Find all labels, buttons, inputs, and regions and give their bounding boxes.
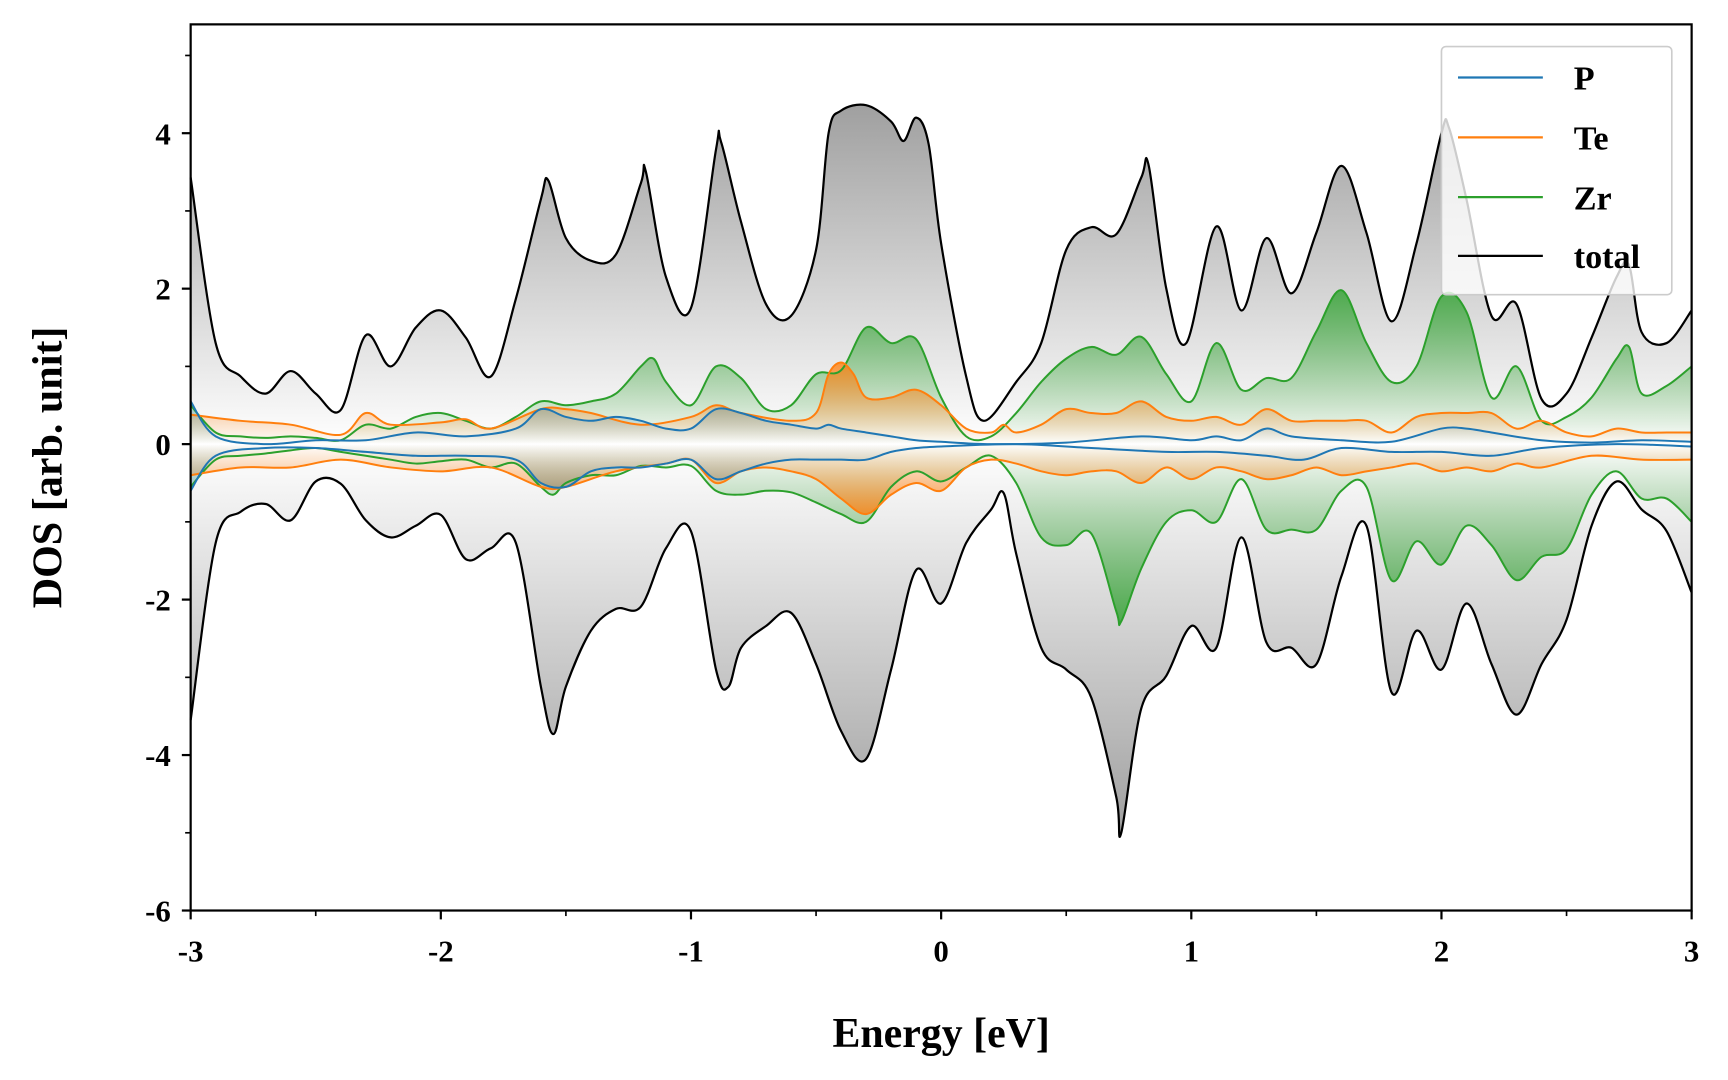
x-tick-label: 0 bbox=[933, 933, 948, 968]
y-tick-label: -4 bbox=[145, 738, 171, 773]
y-tick-label: 4 bbox=[155, 116, 170, 151]
x-tick-label: 3 bbox=[1684, 933, 1699, 968]
p-up-line bbox=[189, 400, 1692, 446]
y-axis-title: DOS [arb. unit] bbox=[26, 327, 72, 609]
x-axis-title: Energy [eV] bbox=[832, 1011, 1049, 1057]
y-tick-label: -6 bbox=[145, 894, 171, 929]
series-lines bbox=[189, 103, 1693, 838]
y-tick-label: -2 bbox=[145, 583, 171, 618]
zr-up-line bbox=[189, 289, 1693, 442]
p-up-fill bbox=[190, 401, 1692, 445]
legend-box bbox=[1440, 45, 1673, 296]
x-tick-label: 2 bbox=[1434, 933, 1449, 968]
legend-label-total: total bbox=[1574, 238, 1640, 276]
x-tick-label: -1 bbox=[678, 933, 704, 968]
x-tick-label: -3 bbox=[178, 933, 204, 968]
total-down-fill bbox=[190, 444, 1692, 837]
legend-label-p: P bbox=[1574, 60, 1595, 98]
total-down-line bbox=[189, 476, 1693, 838]
y-tick-label: 2 bbox=[155, 272, 170, 307]
p-down-line bbox=[189, 443, 1692, 492]
axis-ticks: -3 -2 -1 0 1 2 3 -6 -4 -2 0 2 4 bbox=[145, 54, 1699, 968]
legend-label-te: Te bbox=[1574, 119, 1609, 157]
y-tick-label: 0 bbox=[155, 427, 170, 462]
x-tick-label: -2 bbox=[428, 933, 454, 968]
legend-label-zr: Zr bbox=[1574, 179, 1612, 217]
x-tick-label: 1 bbox=[1184, 933, 1199, 968]
legend: P Te Zr total bbox=[1440, 45, 1673, 296]
zr-down-line bbox=[189, 447, 1693, 627]
zr-down-fill bbox=[190, 444, 1692, 626]
